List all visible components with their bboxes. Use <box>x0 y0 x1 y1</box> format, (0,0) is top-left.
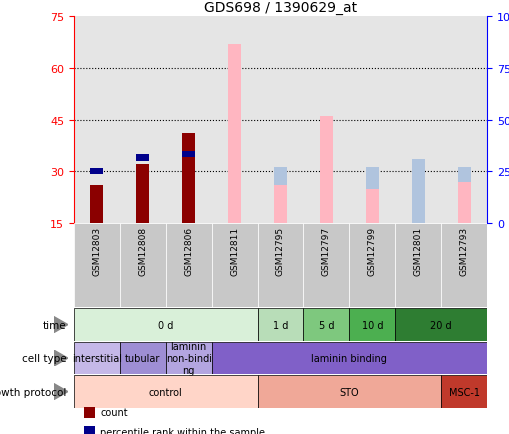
FancyBboxPatch shape <box>74 342 120 375</box>
FancyBboxPatch shape <box>165 224 211 308</box>
Text: GSM12806: GSM12806 <box>184 226 193 275</box>
Bar <box>394 17 440 224</box>
Bar <box>228 45 241 224</box>
Bar <box>165 17 211 224</box>
Bar <box>303 17 349 224</box>
Text: 20 d: 20 d <box>430 320 451 330</box>
FancyBboxPatch shape <box>211 224 257 308</box>
Bar <box>257 17 303 224</box>
Text: tubular: tubular <box>125 353 160 363</box>
FancyBboxPatch shape <box>257 224 303 308</box>
Text: MSC-1: MSC-1 <box>448 387 478 397</box>
FancyBboxPatch shape <box>303 309 349 341</box>
Text: GSM12801: GSM12801 <box>413 226 422 275</box>
Bar <box>457 168 470 224</box>
Text: interstitial: interstitial <box>72 353 122 363</box>
FancyBboxPatch shape <box>165 342 211 375</box>
Bar <box>411 160 424 224</box>
Text: 1 d: 1 d <box>272 320 288 330</box>
Bar <box>319 117 332 224</box>
Polygon shape <box>53 384 68 400</box>
Bar <box>90 186 103 224</box>
Bar <box>120 17 165 224</box>
Bar <box>74 17 120 224</box>
Text: GSM12797: GSM12797 <box>321 226 330 275</box>
Polygon shape <box>53 317 68 333</box>
Text: time: time <box>43 320 66 330</box>
Bar <box>90 169 103 175</box>
Text: GSM12793: GSM12793 <box>459 226 468 275</box>
FancyBboxPatch shape <box>257 375 440 408</box>
Text: 10 d: 10 d <box>361 320 382 330</box>
Bar <box>319 160 332 224</box>
Text: laminin
non-bindi
ng: laminin non-bindi ng <box>165 342 211 375</box>
FancyBboxPatch shape <box>257 309 303 341</box>
FancyBboxPatch shape <box>120 342 165 375</box>
Bar <box>273 168 287 224</box>
Title: GDS698 / 1390629_at: GDS698 / 1390629_at <box>204 1 356 15</box>
Polygon shape <box>53 350 68 366</box>
Text: control: control <box>149 387 182 397</box>
Text: laminin binding: laminin binding <box>311 353 386 363</box>
Text: count: count <box>100 408 128 417</box>
FancyBboxPatch shape <box>74 309 257 341</box>
Text: GSM12808: GSM12808 <box>138 226 147 275</box>
FancyBboxPatch shape <box>349 309 394 341</box>
Bar <box>136 155 149 161</box>
FancyBboxPatch shape <box>394 309 486 341</box>
Text: STO: STO <box>339 387 358 397</box>
FancyBboxPatch shape <box>349 224 394 308</box>
FancyBboxPatch shape <box>120 224 165 308</box>
FancyBboxPatch shape <box>74 375 257 408</box>
Text: GSM12799: GSM12799 <box>367 226 376 275</box>
Bar <box>211 17 257 224</box>
Bar <box>136 165 149 224</box>
FancyBboxPatch shape <box>211 342 486 375</box>
Bar <box>228 141 241 224</box>
FancyBboxPatch shape <box>303 224 349 308</box>
Text: 5 d: 5 d <box>318 320 333 330</box>
Text: growth protocol: growth protocol <box>0 387 66 397</box>
FancyBboxPatch shape <box>74 224 120 308</box>
Text: GSM12811: GSM12811 <box>230 226 239 275</box>
Text: GSM12803: GSM12803 <box>92 226 101 275</box>
FancyBboxPatch shape <box>440 224 486 308</box>
Bar <box>273 186 287 224</box>
FancyBboxPatch shape <box>440 375 486 408</box>
Bar <box>349 17 394 224</box>
Bar <box>440 17 486 224</box>
Bar <box>365 189 378 224</box>
Text: 0 d: 0 d <box>158 320 173 330</box>
Text: percentile rank within the sample: percentile rank within the sample <box>100 427 265 434</box>
FancyBboxPatch shape <box>394 224 440 308</box>
Text: GSM12795: GSM12795 <box>275 226 285 275</box>
Bar <box>182 152 195 158</box>
Bar <box>457 182 470 224</box>
Bar <box>365 168 378 224</box>
Bar <box>182 134 195 224</box>
Text: cell type: cell type <box>21 353 66 363</box>
